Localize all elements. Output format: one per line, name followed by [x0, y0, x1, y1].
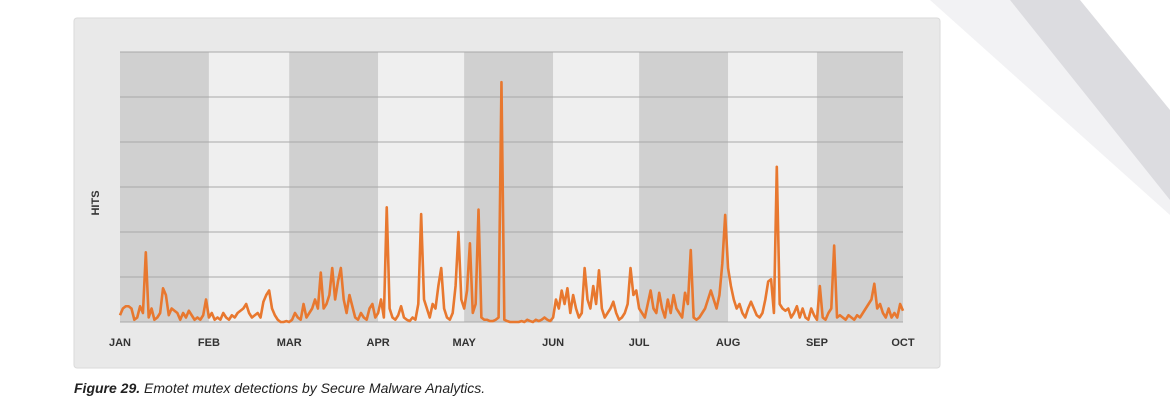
- x-tick-label: AUG: [716, 337, 740, 349]
- y-axis-label: HITS: [90, 190, 102, 215]
- figure-number: Figure 29.: [74, 380, 141, 396]
- x-tick-label: MAY: [452, 337, 476, 349]
- x-tick-label: JUN: [542, 337, 564, 349]
- x-tick-label: JUL: [629, 337, 650, 349]
- caption-text: Emotet mutex detections by Secure Malwar…: [144, 380, 486, 396]
- x-tick-label: APR: [367, 337, 390, 349]
- x-tick-label: SEP: [806, 337, 828, 349]
- chart: HITS JAN FEB MAR APR MAY JUN JUL AUG SEP OCT: [73, 0, 1170, 369]
- data-line: [118, 80, 905, 324]
- x-tick-label: OCT: [891, 337, 915, 349]
- x-tick-label: FEB: [198, 337, 220, 349]
- x-tick-label: MAR: [277, 337, 302, 349]
- caption: Figure 29. Emotet mutex detections by Se…: [74, 380, 485, 396]
- decor: [930, 0, 1170, 215]
- x-tick-label: JAN: [109, 337, 131, 349]
- decor: [1010, 0, 1170, 200]
